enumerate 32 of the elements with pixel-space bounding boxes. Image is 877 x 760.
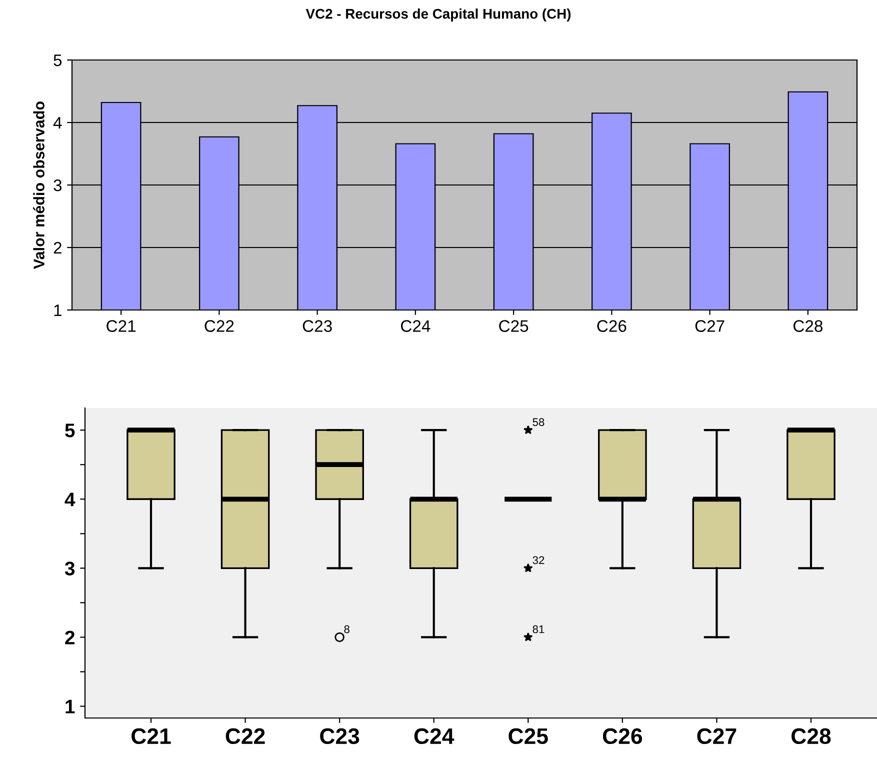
x-tick-label: C25 bbox=[499, 320, 528, 332]
x-tick-label: C25 bbox=[508, 728, 548, 744]
x-tick-label: C28 bbox=[793, 320, 822, 332]
chart-title: VC2 - Recursos de Capital Humano (CH) bbox=[306, 8, 571, 22]
x-tick-label: C27 bbox=[697, 728, 736, 744]
x-tick-label: C28 bbox=[792, 728, 831, 744]
x-tick-label: C22 bbox=[204, 320, 234, 332]
x-tick-label: C23 bbox=[302, 320, 332, 332]
annotation: 32 bbox=[532, 556, 544, 564]
x-tick-label: C26 bbox=[602, 728, 642, 744]
y-tick-label: 2 bbox=[54, 242, 62, 254]
y-tick-label: 4 bbox=[64, 492, 76, 506]
annotation: 81 bbox=[532, 625, 544, 634]
y-axis-title: Valor médio observado bbox=[33, 102, 44, 269]
x-tick-label: C24 bbox=[414, 728, 454, 744]
x-tick-label: C24 bbox=[400, 320, 430, 332]
y-tick-label: 2 bbox=[65, 630, 74, 644]
y-tick-label: 4 bbox=[53, 117, 62, 129]
annotation: 8 bbox=[344, 625, 350, 634]
x-tick-label: C21 bbox=[132, 728, 171, 744]
y-tick-label: 5 bbox=[65, 424, 75, 438]
x-tick-label: C26 bbox=[597, 320, 626, 332]
x-tick-label: C27 bbox=[695, 320, 724, 332]
x-tick-label: C22 bbox=[226, 728, 265, 744]
y-tick-label: 3 bbox=[54, 179, 62, 192]
y-tick-label: 3 bbox=[64, 562, 75, 576]
y-tick-label: 1 bbox=[66, 700, 75, 714]
annotation: 58 bbox=[532, 418, 544, 426]
x-tick-label: C21 bbox=[106, 320, 136, 332]
y-tick-label: 1 bbox=[54, 304, 62, 316]
x-tick-label: C23 bbox=[320, 728, 360, 744]
y-tick-label: 5 bbox=[54, 54, 62, 66]
